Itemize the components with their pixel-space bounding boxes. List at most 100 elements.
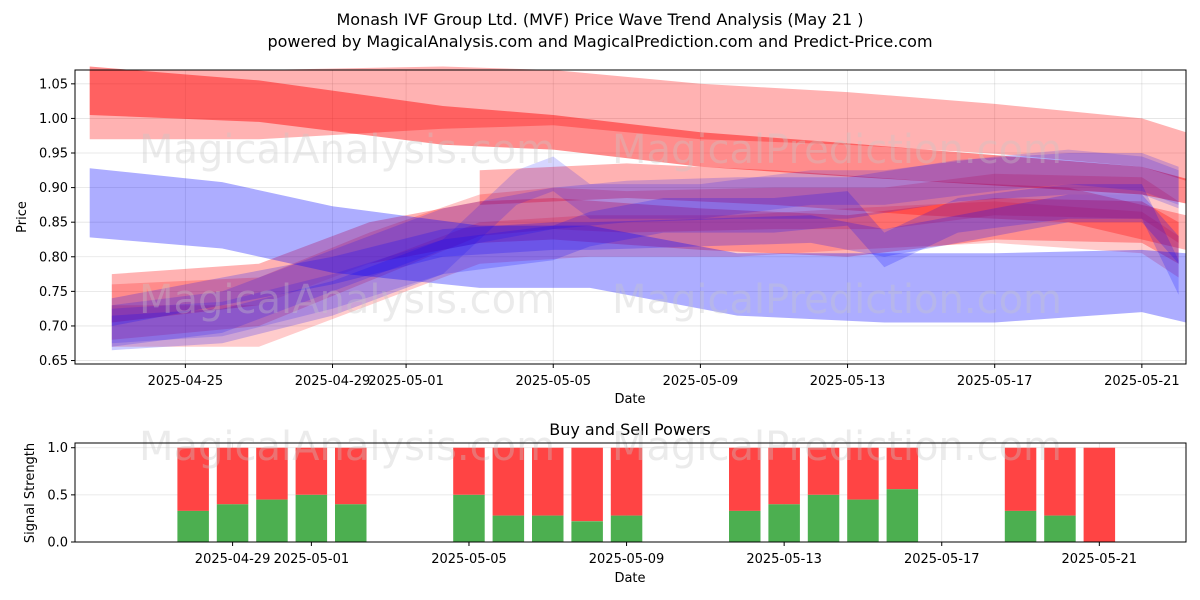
buy-power-bar [847,499,879,542]
signal-x-tick-label: 2025-05-09 [589,552,665,567]
price-wave-band-8 [111,194,1179,326]
price-wave-band-6 [479,163,1186,250]
sell-power-bar [610,447,643,516]
sell-power-bar [295,447,328,495]
signal-x-tick-label: 2025-04-29 [195,552,271,567]
chart-title-line2: powered by MagicalAnalysis.com and Magic… [267,32,932,51]
price-wave-band-11 [111,149,1179,344]
signal-panel: Buy and Sell Powers MagicalAnalysis.com … [23,420,1187,586]
price-y-ticks: 0.65 0.70 0.75 0.80 0.85 0.90 0.95 1.00 1.05 [39,77,75,369]
price-y-tick-label: 0.90 [39,181,68,196]
sell-power-bar [729,447,761,511]
signal-x-axis-label: Date [614,571,645,586]
signal-plot-frame [74,442,1187,543]
price-x-tick-label: 2025-05-21 [1104,374,1180,389]
signal-y-ticks: 0.0 0.5 1.0 [47,441,75,551]
chart-title-line1: Monash IVF Group Ltd. (MVF) Price Wave T… [337,10,864,29]
buy-power-bar [807,494,840,542]
price-wave-band-1 [89,66,1187,204]
sell-power-bar [1004,447,1037,511]
price-wave-band-5 [111,201,1179,347]
price-x-tick-label: 2025-05-05 [515,374,591,389]
buy-power-bar [768,504,800,542]
signal-y-axis-label: Signal Strength [23,443,38,543]
sell-power-bar [1044,447,1076,516]
price-plot-area [75,70,1186,364]
buy-power-bar [335,504,367,542]
buy-power-bar [610,515,643,542]
price-wave-band-10 [111,153,1179,347]
price-wave-band-7 [89,168,1187,323]
price-y-tick-label: 0.80 [39,250,68,265]
price-bands [89,66,1187,351]
price-y-tick-label: 1.05 [39,77,68,92]
watermark-analysis-top: MagicalAnalysis.com [139,127,555,173]
sell-power-bar [256,447,288,500]
price-x-axis-label: Date [614,392,645,407]
watermark-analysis-signal: MagicalAnalysis.com [139,424,555,470]
price-y-tick-label: 0.65 [39,354,68,369]
buy-power-bar [295,494,328,542]
sell-power-bar [768,447,800,505]
buy-power-bar [492,515,525,542]
signal-y-tick-label: 0.5 [47,488,68,503]
price-x-tick-label: 2025-05-13 [810,374,886,389]
signal-x-tick-label: 2025-05-05 [431,552,507,567]
watermark-prediction-top: MagicalPrediction.com [612,127,1062,173]
buy-power-bar [177,510,209,542]
sell-power-bar [571,447,603,522]
signal-panel-title: Buy and Sell Powers [549,420,711,439]
signal-bars [177,447,1116,542]
price-y-axis-label: Price [15,201,30,233]
signal-x-tick-label: 2025-05-17 [904,552,980,567]
price-y-tick-label: 1.00 [39,112,68,127]
sell-power-bar [492,447,525,516]
price-wave-band-2 [89,66,1187,181]
price-x-tick-label: 2025-04-29 [295,374,371,389]
signal-y-tick-label: 1.0 [47,441,68,456]
sell-power-bar [886,447,919,490]
buy-power-bar [256,499,288,542]
signal-x-tick-label: 2025-05-01 [274,552,350,567]
price-wave-band-4 [111,173,1179,340]
sell-power-bar [532,447,564,516]
buy-power-bar [1044,515,1076,542]
buy-power-bar [571,521,603,542]
price-plot-frame [74,69,1187,365]
price-x-tick-label: 2025-05-01 [368,374,444,389]
sell-power-bar [1083,447,1116,542]
sell-power-bar [216,447,249,505]
price-watermarks: MagicalAnalysis.com MagicalPrediction.co… [139,127,1062,323]
buy-power-bar [886,489,919,542]
price-y-tick-label: 0.75 [39,285,68,300]
signal-y-tick-label: 0.0 [47,536,68,551]
price-panel: MagicalAnalysis.com MagicalPrediction.co… [15,66,1187,407]
price-y-tick-label: 0.70 [39,319,68,334]
signal-watermarks: MagicalAnalysis.com MagicalPrediction.co… [139,424,1062,470]
buy-power-bar [453,494,485,542]
price-wave-band-3 [111,198,1179,323]
signal-x-tick-label: 2025-05-13 [746,552,822,567]
price-x-tick-label: 2025-04-25 [148,374,224,389]
sell-power-bar [453,447,485,495]
sell-power-bar [847,447,879,500]
price-wave-band-9 [111,184,1179,351]
buy-power-bar [1004,510,1037,542]
sell-power-bar [807,447,840,495]
price-x-tick-label: 2025-05-09 [663,374,739,389]
sell-power-bar [177,447,209,511]
price-y-tick-label: 0.85 [39,216,68,231]
buy-power-bar [729,510,761,542]
buy-power-bar [532,515,564,542]
watermark-prediction-bottom: MagicalPrediction.com [612,277,1062,323]
watermark-analysis-bottom: MagicalAnalysis.com [139,277,555,323]
price-grid [75,70,1186,364]
price-y-tick-label: 0.95 [39,147,68,162]
signal-x-ticks: 2025-04-29 2025-05-01 2025-05-05 2025-05-09… [195,542,1137,567]
sell-power-bar [335,447,367,505]
watermark-prediction-signal: MagicalPrediction.com [612,424,1062,470]
price-x-tick-label: 2025-05-17 [957,374,1033,389]
buy-power-bar [216,504,249,542]
